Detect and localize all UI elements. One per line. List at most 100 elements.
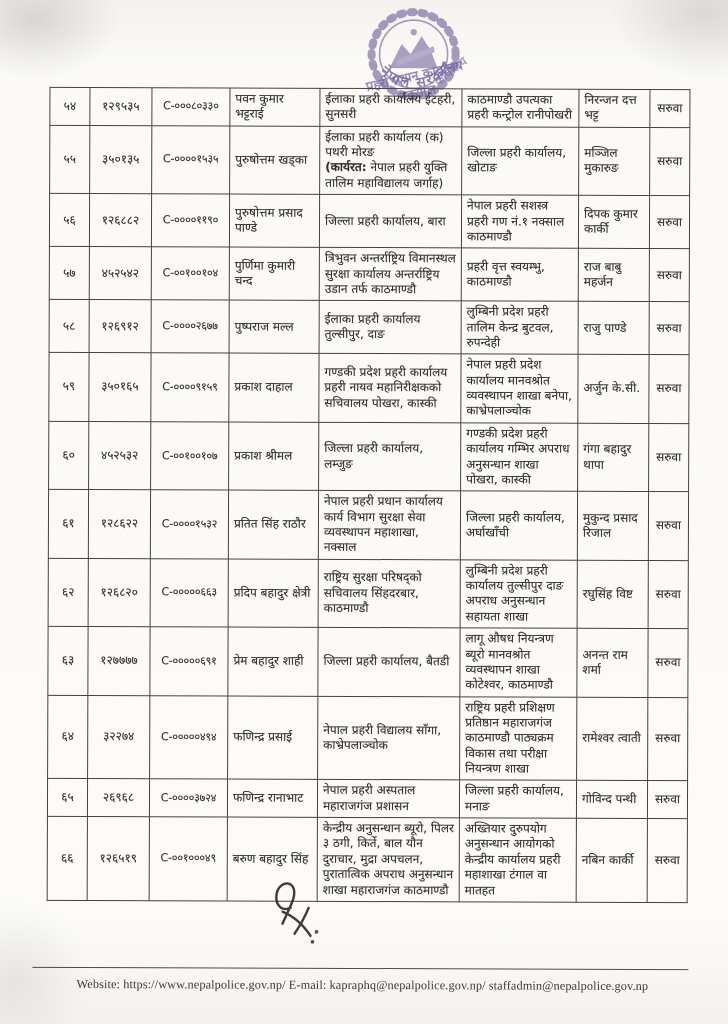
stamp-government-label: नेपाल सरकार <box>376 58 456 92</box>
cell-code: C-००१००१०७ <box>150 421 229 491</box>
cell-name: पवन कुमार भट्टराई <box>229 88 320 127</box>
cell-code: C-००००२६७७ <box>151 300 230 354</box>
cell-regno: ४५२५४२ <box>89 246 152 301</box>
table-row: ६४ ३२२७४ C-०००००४९४ फणिन्द्र प्रसाई नेपाल प्… <box>47 694 688 782</box>
cell-action: सरुवा <box>649 248 690 302</box>
cell-name: बरुण बहादुर सिंह <box>227 817 318 902</box>
cell-action: सरुवा <box>648 491 689 561</box>
cell-action: सरुवा <box>647 628 689 698</box>
cell-office-from: नेपाल प्रहरी विद्यालय साँगा, काभ्रेपलाञ्… <box>317 695 460 781</box>
table-row: ५८ १२६९१२ C-००००२६७७ पुष्पराज मल्ल ईलाका प्र… <box>49 299 690 356</box>
cell-office-to: जिल्ला प्रहरी कार्यालय, अर्घाखाँची <box>460 491 578 560</box>
cell-regno: ३५०१६५ <box>88 352 152 422</box>
cell-office-from: जिल्ला प्रहरी कार्यालय, बारा <box>319 194 462 249</box>
cell-office-from: केन्द्रीय अनुसन्धान ब्यूरो, पिलर ३ ठगी, … <box>317 817 460 902</box>
cell-office-from: जिल्ला प्रहरी कार्यालय, लम्जुङ <box>318 422 461 492</box>
cell-office-to: लुम्बिनी प्रदेश प्रहरी तालिम केन्द्र बुट… <box>461 301 579 355</box>
cell-name: प्रतित सिंह राठौर <box>228 490 319 560</box>
police-transfer-table: ५४ १२९५३५ C-०००८०३३० पवन कुमार भट्टराई ईलाका… <box>47 87 691 903</box>
table-row: ६२ १२६८२० C-०००००६६३ प्रदिप बहादुर क्षेत्री… <box>48 558 689 629</box>
cell-action: सरुवा <box>647 818 688 903</box>
table-row: ५६ १२६८८२ C-००००११९० पुरुषोत्तम प्रसाद पाण्… <box>49 193 690 249</box>
cell-regno: ४५२५३२ <box>88 421 151 491</box>
cell-regno: १२६५१९ <box>87 816 150 901</box>
cell-serial: ६५ <box>47 778 88 817</box>
footer-divider <box>32 966 689 971</box>
cell-office-to: प्रहरी वृत्त स्वयम्भु, काठमाण्डौ <box>461 248 579 302</box>
cell-name: पुरुषोत्तम खड्का <box>229 125 320 195</box>
cell-office-to: लुम्बिनी प्रदेश प्रहरी कार्यालय तुल्सीपु… <box>460 559 578 629</box>
cell-action: सरुवा <box>649 195 690 249</box>
cell-regno: १२६८२० <box>88 558 151 627</box>
cell-recommender: राजु पाण्डे <box>578 301 650 355</box>
cell-action: सरुवा <box>649 301 690 356</box>
cell-regno: १२९५३५ <box>89 87 152 126</box>
cell-recommender: अनन्त राम शर्मा <box>576 628 649 698</box>
cell-office-from: ईलाका प्रहरी कार्यालय (क) पथरी मोरङ (कार्… <box>319 126 462 195</box>
table-row: ५५ ३५०१३५ C-००००१५३५ पुरुषोत्तम खड्का ईलाका … <box>49 125 690 196</box>
cell-serial: ५६ <box>49 193 90 247</box>
cell-code: C-००००१५३२ <box>150 490 229 559</box>
table-row: ६० ४५२५३२ C-००१००१०७ प्रकाश श्रीमल जिल्ला प्… <box>48 421 689 492</box>
table-row: ५४ १२९५३५ C-०००८०३३० पवन कुमार भट्टराई ईलाका… <box>49 87 690 128</box>
cell-name: फणिन्द्र रानाभाट <box>227 779 318 818</box>
cell-recommender: मुकुन्द प्रसाद रिजाल <box>577 491 649 561</box>
cell-office-from: गण्डकी प्रदेश प्रहरी कार्यालय प्रहरी नाय… <box>318 353 462 423</box>
office-from-note: (कार्यरत: नेपाल प्रहरी युक्ति तालिम महाव… <box>325 160 448 191</box>
cell-name: प्रदिप बहादुर क्षेत्री <box>228 558 319 628</box>
table-row: ६१ १२८६२२ C-००००१५३२ प्रतित सिंह राठौर नेपाल… <box>48 489 689 561</box>
cell-action: सरुवा <box>649 127 690 196</box>
cell-recommender: रामेश्वर त्वाती <box>576 696 648 781</box>
cell-code: C-००००९१५९ <box>150 353 230 422</box>
stamp-arc-fragment: कार्यालय <box>431 54 470 89</box>
cell-recommender: नबिन कार्की <box>576 818 648 903</box>
cell-serial: ६२ <box>48 558 89 627</box>
cell-regno: ३२२७४ <box>87 695 150 780</box>
cell-office-from: राष्ट्रिय सुरक्षा परिषद्को सचिवालय सिंहद… <box>318 559 461 628</box>
cell-office-to: लागू औषध नियन्त्रण ब्यूरो मानवश्रोत व्यव… <box>459 627 578 697</box>
cell-office-from: नेपाल प्रहरी अस्पताल महाराजगंज प्रशासन <box>317 779 460 818</box>
cell-serial: ५७ <box>49 246 90 300</box>
cell-office-from: जिल्ला प्रहरी कार्यालय, बैतडी <box>317 627 461 697</box>
cell-action: सरुवा <box>649 89 690 128</box>
cell-serial: ५८ <box>49 299 90 353</box>
cell-office-from: त्रिभुवन अन्तर्राष्ट्रिय विमानस्थल सुरक्… <box>319 247 462 302</box>
cell-serial: ६१ <box>48 489 89 559</box>
transfer-table-body: ५४ १२९५३५ C-०००८०३३० पवन कुमार भट्टराई ईलाका… <box>47 87 690 903</box>
cell-action: सरुवा <box>648 354 690 424</box>
cell-office-to: अख्तियार दुरुपयोग अनुसन्धान आयोगको केन्द… <box>459 817 577 903</box>
cell-action: सरुवा <box>647 780 688 819</box>
cell-office-to: नेपाल प्रहरी प्रदेश कार्यालय मानवश्रोत व… <box>460 354 579 424</box>
table-row: ५९ ३५०१६५ C-००००९१५९ प्रकाश दाहाल गण्डकी प्र… <box>48 352 690 424</box>
cell-serial: ६४ <box>47 694 88 779</box>
cell-office-to: जिल्ला प्रहरी कार्यालय, खोटाङ <box>461 126 579 196</box>
cell-office-to: काठमाण्डौ उपत्यका प्रहरी कन्ट्रोल रानीपो… <box>461 88 579 127</box>
cell-regno: ३५०१३५ <box>89 125 152 194</box>
cell-code: C-००००३७२४ <box>149 779 228 818</box>
table-row: ६५ २६९६८ C-००००३७२४ फणिन्द्र रानाभाट नेपाल प… <box>47 778 688 819</box>
cell-code: C-०००००६६३ <box>150 558 229 628</box>
cell-office-to: गण्डकी प्रदेश प्रहरी कार्यालय गम्भिर अपर… <box>460 422 578 492</box>
cell-serial: ६० <box>48 421 89 490</box>
cell-code: C-००००१५३५ <box>151 125 230 195</box>
cell-code: C-००१००१०४ <box>151 246 230 301</box>
cell-office-from: ईलाका प्रहरी कार्यालय ईटहरी, सुनसरी <box>319 88 462 127</box>
table-row: ५७ ४५२५४२ C-००१००१०४ पुर्णिमा कुमारी चन्द त्… <box>49 246 690 302</box>
cell-action: सरुवा <box>648 423 689 492</box>
table-row: ६६ १२६५१९ C-००१०००४९ बरुण बहादुर सिंह केन्द्… <box>47 816 688 903</box>
cell-name: फणिन्द्र प्रसाई <box>227 695 318 780</box>
cell-serial: ५५ <box>49 125 90 194</box>
cell-action: सरुवा <box>648 560 689 629</box>
cell-code: C-०००८०३३० <box>151 87 230 126</box>
cell-recommender: दिपक कुमार कार्की <box>578 195 650 249</box>
cell-name: प्रेम बहादुर शाही <box>227 627 319 696</box>
cell-recommender: अर्जुन के.सी. <box>577 354 650 424</box>
cell-serial: ६३ <box>47 626 89 696</box>
svg-text:नेपाल सरकार: नेपाल सरकार <box>376 58 456 92</box>
cell-recommender: निरन्जन दत्त भट्ट <box>578 89 650 128</box>
cell-name: प्रकाश दाहाल <box>228 353 320 423</box>
cell-office-to: राष्ट्रिय प्रहरी प्रशिक्षण प्रतिष्ठान मह… <box>459 696 577 781</box>
cell-name: पुरुषोत्तम प्रसाद पाण्डे <box>229 194 320 248</box>
cell-action: सरुवा <box>647 697 688 782</box>
